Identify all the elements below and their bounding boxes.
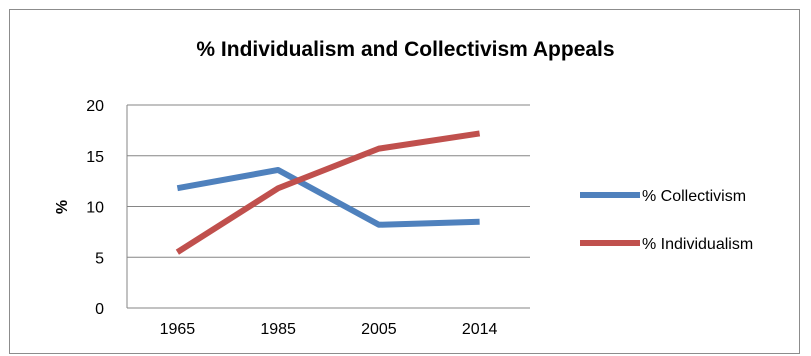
y-tick-label: 20	[86, 98, 104, 115]
legend: % Collectivism % Individualism	[580, 188, 753, 253]
series-line-2	[175, 130, 481, 255]
x-tick-label: 2005	[361, 321, 397, 338]
series-line-1	[176, 166, 480, 228]
y-axis-label: %	[54, 200, 71, 214]
gridlines	[126, 104, 530, 309]
y-tick-label: 10	[86, 200, 104, 217]
x-tick-labels: 1965 1985 2005 2014	[160, 321, 498, 338]
legend-label: % Individualism	[642, 236, 753, 253]
chart-frame	[9, 9, 800, 354]
y-tick-label: 15	[86, 149, 104, 166]
legend-label: % Collectivism	[642, 188, 746, 205]
y-tick-label: 0	[95, 301, 104, 318]
x-tick-label: 1965	[160, 321, 196, 338]
x-tick-label: 1985	[260, 321, 296, 338]
chart-title: % Individualism and Collectivism Appeals	[196, 38, 615, 61]
y-tick-labels: 0 5 10 15 20	[86, 98, 104, 318]
y-tick-label: 5	[95, 250, 104, 267]
series-lines	[175, 130, 481, 255]
x-tick-label: 2014	[462, 321, 498, 338]
